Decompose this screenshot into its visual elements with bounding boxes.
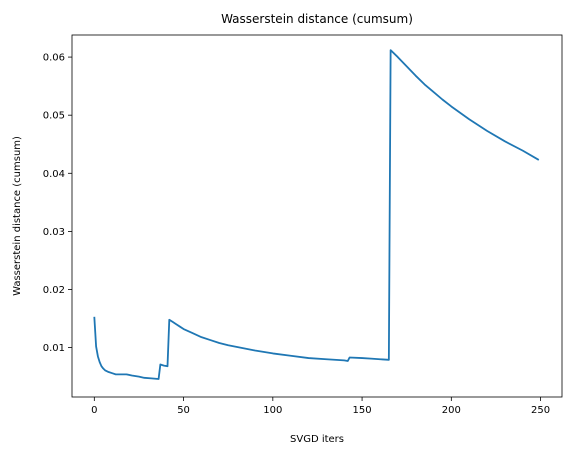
y-axis-label: Wasserstein distance (cumsum) <box>12 136 23 296</box>
x-tick-label: 150 <box>353 405 372 416</box>
x-tick-label: 200 <box>442 405 461 416</box>
y-tick-label: 0.05 <box>43 111 65 122</box>
x-tick-label: 50 <box>177 405 190 416</box>
chart-title: Wasserstein distance (cumsum) <box>221 12 413 26</box>
x-tick-label: 100 <box>263 405 282 416</box>
y-tick-label: 0.01 <box>43 343 65 354</box>
plot-frame <box>71 34 563 398</box>
series-line-0 <box>93 49 540 380</box>
y-axis: 0.01 0.02 0.03 0.04 0.05 0.06 <box>43 53 72 354</box>
x-axis: 0 50 100 150 200 250 <box>91 397 550 416</box>
y-tick-label: 0.02 <box>43 285 65 296</box>
x-tick-label: 250 <box>531 405 550 416</box>
y-tick-label: 0.03 <box>43 227 65 238</box>
x-tick-label: 0 <box>91 405 97 416</box>
plot-area <box>72 35 562 397</box>
y-tick-label: 0.04 <box>43 169 65 180</box>
series-layer <box>93 49 540 380</box>
y-tick-label: 0.06 <box>43 53 65 64</box>
x-axis-label: SVGD iters <box>290 434 344 445</box>
